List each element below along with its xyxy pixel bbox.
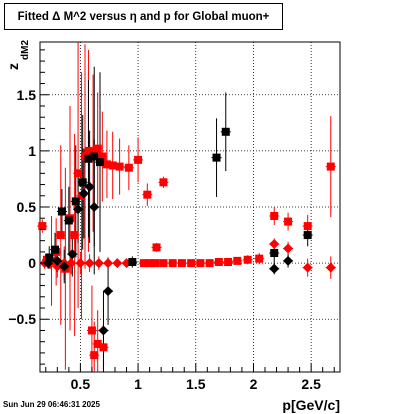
data-point-diamond [269,239,280,250]
data-point-square [64,216,73,225]
data-point-diamond [59,261,70,272]
data-point-square [255,254,264,263]
y-tick-label: 0 [28,255,36,271]
title-box: Fitted Δ M^2 versus η and p for Global m… [4,3,283,30]
data-point-square [270,249,279,258]
data-point-square [93,339,102,348]
data-point-square [87,326,96,335]
data-point-square [151,259,160,268]
y-tick-label: −0.5 [8,311,36,327]
data-point-square [90,152,99,161]
data-point-square [145,259,154,268]
data-point-diamond [67,249,78,260]
data-point-square [212,153,221,162]
data-point-square [45,253,54,262]
data-point-square [284,217,293,226]
data-point-square [78,178,87,187]
data-point-diamond [283,255,294,266]
data-point-square [102,160,111,169]
data-point-square [134,155,143,164]
timestamp: Sun Jun 29 06:46:31 2025 [3,400,100,409]
data-point-square [214,258,223,266]
data-point-diamond [325,262,336,273]
y-axis-title-main: z [5,63,21,70]
data-point-diamond [112,258,123,269]
data-point-square [38,222,47,231]
x-tick-label: 2.5 [301,376,321,392]
data-point-square [51,245,59,254]
data-point-square [159,259,168,268]
data-point-diamond [66,258,77,269]
data-point-square [124,163,133,172]
data-point-diamond [103,258,114,269]
axis-ticks [40,49,335,372]
data-point-square [196,259,205,268]
data-point-square [96,158,104,167]
data-point-square [221,127,230,136]
data-point-square [326,162,335,171]
data-point-square [99,343,108,352]
data-point-square [98,152,107,161]
data-point-diamond [98,325,109,336]
data-point-square [84,154,93,163]
data-point-square [243,255,252,264]
data-point-square [70,231,79,240]
data-point-square [128,258,137,266]
data-point-square [159,178,168,187]
data-point-diamond [78,188,89,199]
tick-labels: 0.5 1 1.5 2 2.5 −0.5 0 0.5 1 1.5 [8,87,321,392]
data-point-square [74,169,83,178]
data-point-diamond [121,258,132,269]
data-point-square [303,231,312,240]
data-markers [38,127,336,360]
y-axis-title-sub: dM2 [20,40,31,60]
x-tick-label: 1.5 [186,376,206,392]
data-point-square [139,259,148,268]
data-point-diamond [75,258,86,269]
data-point-diamond [52,255,63,266]
data-point-square [93,144,102,153]
data-point-diamond [84,181,95,192]
y-axis-title: z dM2 [5,40,31,70]
data-point-square [152,243,161,252]
x-tick-label: 2 [250,376,258,392]
data-point-square [270,211,279,220]
data-point-square [90,351,99,360]
data-point-diamond [84,258,95,269]
data-point-square [177,259,186,268]
x-axis-title: p[GeV/c] [282,397,340,413]
data-point-diamond [93,258,104,269]
y-tick-label: 1.5 [17,87,37,103]
data-point-square [233,256,242,265]
data-point-diamond [89,202,100,212]
data-point-square [205,259,214,268]
x-tick-label: 1 [134,376,142,392]
data-point-diamond [73,204,84,215]
data-point-diamond [103,286,114,297]
data-point-square [224,258,233,266]
data-point-square [108,161,117,170]
chart-title: Fitted Δ M^2 versus η and p for Global m… [17,10,270,23]
data-point-square [168,259,177,268]
data-point-square [143,190,152,199]
y-tick-label: 0.5 [17,199,37,215]
data-point-diamond [302,262,313,273]
data-point-square [57,207,66,216]
data-point-square [115,162,124,171]
data-point-diamond [269,263,280,274]
data-point-diamond [283,243,294,254]
data-point-square [84,146,93,155]
data-point-square [71,197,80,206]
x-tick-label: 0.5 [71,376,91,392]
data-point-diamond [52,261,63,272]
data-point-square [56,231,65,240]
data-point-square [303,222,312,231]
data-point-square [187,259,196,268]
y-tick-label: 1 [28,143,36,159]
